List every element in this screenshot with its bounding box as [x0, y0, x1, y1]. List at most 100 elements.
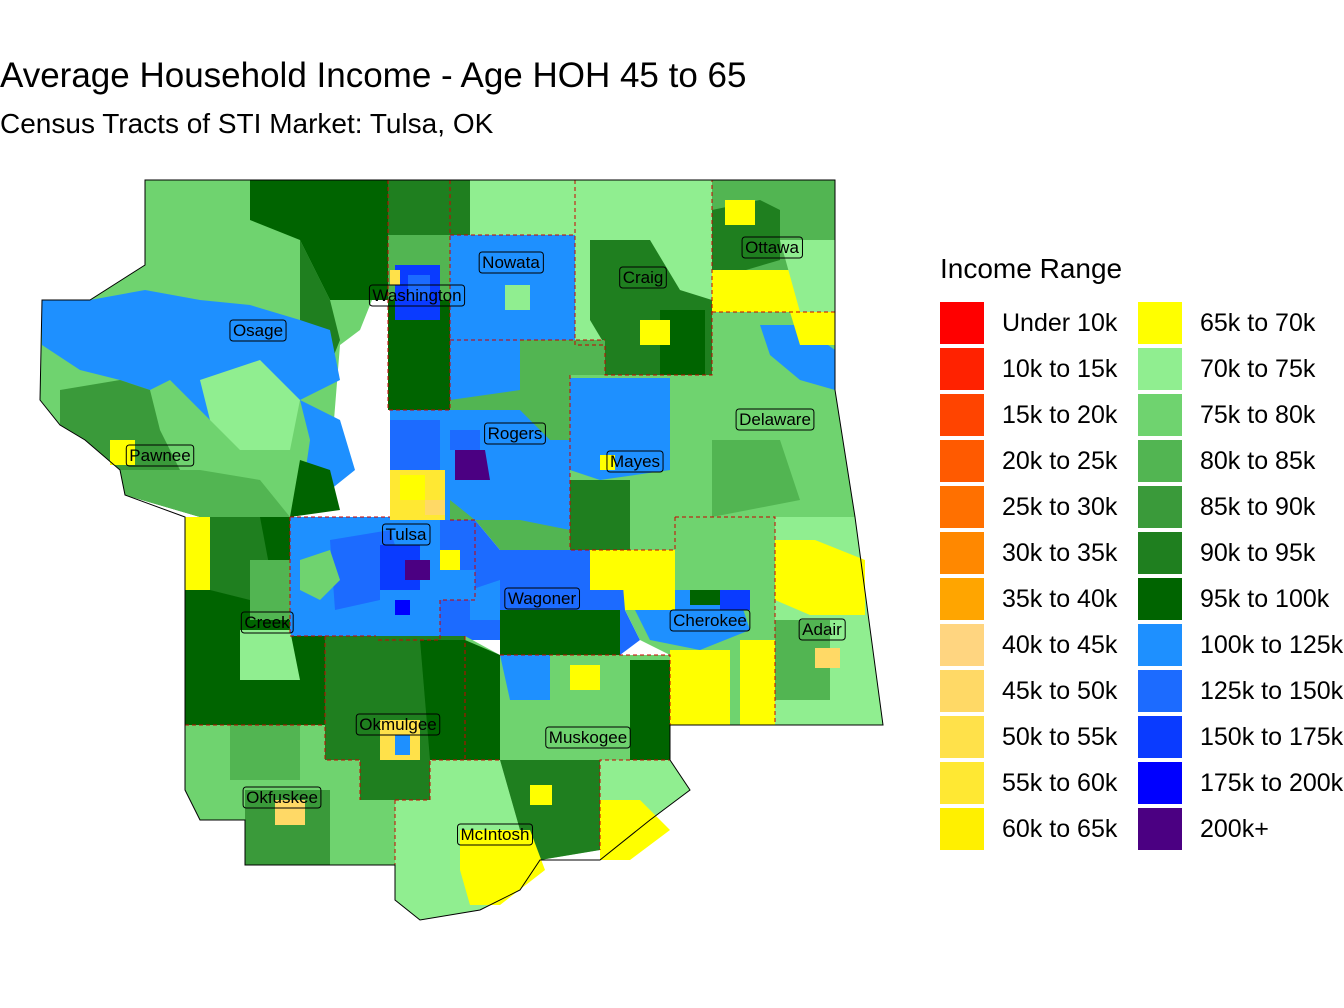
- county-label-okfuskee: Okfuskee: [242, 786, 322, 809]
- svg-text:Adair: Adair: [802, 620, 842, 639]
- svg-text:Delaware: Delaware: [739, 410, 811, 429]
- legend-swatch: [1138, 302, 1182, 344]
- county-label-mayes: Mayes: [606, 450, 664, 473]
- svg-text:Rogers: Rogers: [488, 424, 543, 443]
- map-subtitle: Census Tracts of STI Market: Tulsa, OK: [0, 108, 494, 139]
- legend-swatch: [1138, 578, 1182, 620]
- county-label-okmulgee: Okmulgee: [355, 713, 441, 736]
- legend-swatch: [1138, 808, 1182, 850]
- legend-label: 45k to 50k: [1002, 677, 1118, 705]
- legend-swatch: [940, 302, 984, 344]
- county-label-cherokee: Cherokee: [669, 609, 751, 632]
- region-pawnee: [120, 470, 290, 517]
- legend-swatch: [1138, 670, 1182, 712]
- region-adair: [775, 517, 883, 725]
- svg-text:Creek: Creek: [244, 613, 290, 632]
- county-label-creek: Creek: [240, 611, 294, 634]
- legend-label: 90k to 95k: [1200, 539, 1316, 567]
- county-label-muskogee: Muskogee: [545, 726, 631, 749]
- legend-label: 10k to 15k: [1002, 355, 1118, 383]
- legend-label: 50k to 55k: [1002, 723, 1118, 751]
- county-label-craig: Craig: [619, 266, 667, 289]
- legend-label: 80k to 85k: [1200, 447, 1316, 475]
- legend-swatch: [940, 808, 984, 850]
- legend-label: 75k to 80k: [1200, 401, 1316, 429]
- legend-swatch: [940, 578, 984, 620]
- legend-title: Income Range: [940, 253, 1123, 284]
- legend-swatch: [940, 532, 984, 574]
- legend-swatch: [1138, 486, 1182, 528]
- legend-label: 85k to 90k: [1200, 493, 1316, 521]
- legend-label: 65k to 70k: [1200, 309, 1316, 337]
- county-label-tulsa: Tulsa: [382, 523, 431, 546]
- market-outline: [39, 179, 884, 921]
- county-label-washington: Washington: [368, 284, 466, 307]
- svg-text:Okmulgee: Okmulgee: [359, 715, 436, 734]
- legend-label: 125k to 150k: [1200, 677, 1344, 705]
- legend-swatch: [940, 394, 984, 436]
- county-label-nowata: Nowata: [478, 251, 544, 274]
- svg-text:Wagoner: Wagoner: [508, 589, 577, 608]
- legend-swatch: [1138, 394, 1182, 436]
- legend-label: 100k to 125k: [1200, 631, 1344, 659]
- county-label-delaware: Delaware: [735, 408, 815, 431]
- county-label-ottawa: Ottawa: [741, 236, 803, 259]
- svg-text:Cherokee: Cherokee: [673, 611, 747, 630]
- legend-label: 35k to 40k: [1002, 585, 1118, 613]
- svg-text:Washington: Washington: [372, 286, 461, 305]
- legend-label: 30k to 35k: [1002, 539, 1118, 567]
- region-mayes: [570, 375, 712, 550]
- legend-swatch: [1138, 440, 1182, 482]
- county-label-pawnee: Pawnee: [125, 444, 195, 467]
- legend-label: 200k+: [1200, 815, 1269, 843]
- svg-text:Pawnee: Pawnee: [129, 446, 190, 465]
- legend-label: 60k to 65k: [1002, 815, 1118, 843]
- region-cherokee: [620, 517, 775, 725]
- svg-text:Craig: Craig: [623, 268, 664, 287]
- legend-label: 95k to 100k: [1200, 585, 1330, 613]
- svg-text:Nowata: Nowata: [482, 253, 540, 272]
- legend-swatch: [1138, 532, 1182, 574]
- legend-swatch: [940, 440, 984, 482]
- legend-label: 55k to 60k: [1002, 769, 1118, 797]
- county-label-wagoner: Wagoner: [504, 587, 581, 610]
- county-labels: Osage Washington Nowata Craig Ottawa Pawnee Ro…: [125, 236, 846, 846]
- legend-swatch: [1138, 716, 1182, 758]
- county-label-adair: Adair: [798, 618, 846, 641]
- svg-text:Ottawa: Ottawa: [745, 238, 799, 257]
- legend-label: 40k to 45k: [1002, 631, 1118, 659]
- legend-label: 25k to 30k: [1002, 493, 1118, 521]
- map-title: Average Household Income - Age HOH 45 to…: [0, 56, 747, 95]
- legend-swatch: [940, 486, 984, 528]
- county-label-osage: Osage: [229, 319, 287, 342]
- legend-swatch: [940, 624, 984, 666]
- region-osage: [40, 180, 388, 517]
- region-mcintosh: [395, 760, 670, 920]
- legend-label: Under 10k: [1002, 309, 1118, 337]
- region-craig: [575, 180, 712, 375]
- legend-label: 70k to 75k: [1200, 355, 1316, 383]
- county-label-mcintosh: McIntosh: [457, 823, 533, 846]
- legend-label: 175k to 200k: [1200, 769, 1344, 797]
- region-rogers: [450, 340, 605, 550]
- region-washington: [388, 180, 450, 410]
- region-ottawa: [712, 180, 835, 312]
- region-delaware: [712, 312, 855, 517]
- legend-swatch: [940, 762, 984, 804]
- svg-text:Okfuskee: Okfuskee: [246, 788, 318, 807]
- svg-text:Muskogee: Muskogee: [549, 728, 627, 747]
- svg-text:Osage: Osage: [233, 321, 283, 340]
- legend-swatch: [940, 716, 984, 758]
- county-label-rogers: Rogers: [484, 422, 546, 445]
- legend-label: 20k to 25k: [1002, 447, 1118, 475]
- legend-swatch: [1138, 624, 1182, 666]
- svg-text:Tulsa: Tulsa: [386, 525, 427, 544]
- legend-label: 15k to 20k: [1002, 401, 1118, 429]
- legend-swatch: [1138, 762, 1182, 804]
- legend-label: 150k to 175k: [1200, 723, 1344, 751]
- legend-swatch: [940, 348, 984, 390]
- svg-text:McIntosh: McIntosh: [461, 825, 530, 844]
- legend: Under 10k 10k to 15k 15k to 20k 20k to 25k 2…: [940, 300, 1344, 852]
- legend-swatch: [1138, 348, 1182, 390]
